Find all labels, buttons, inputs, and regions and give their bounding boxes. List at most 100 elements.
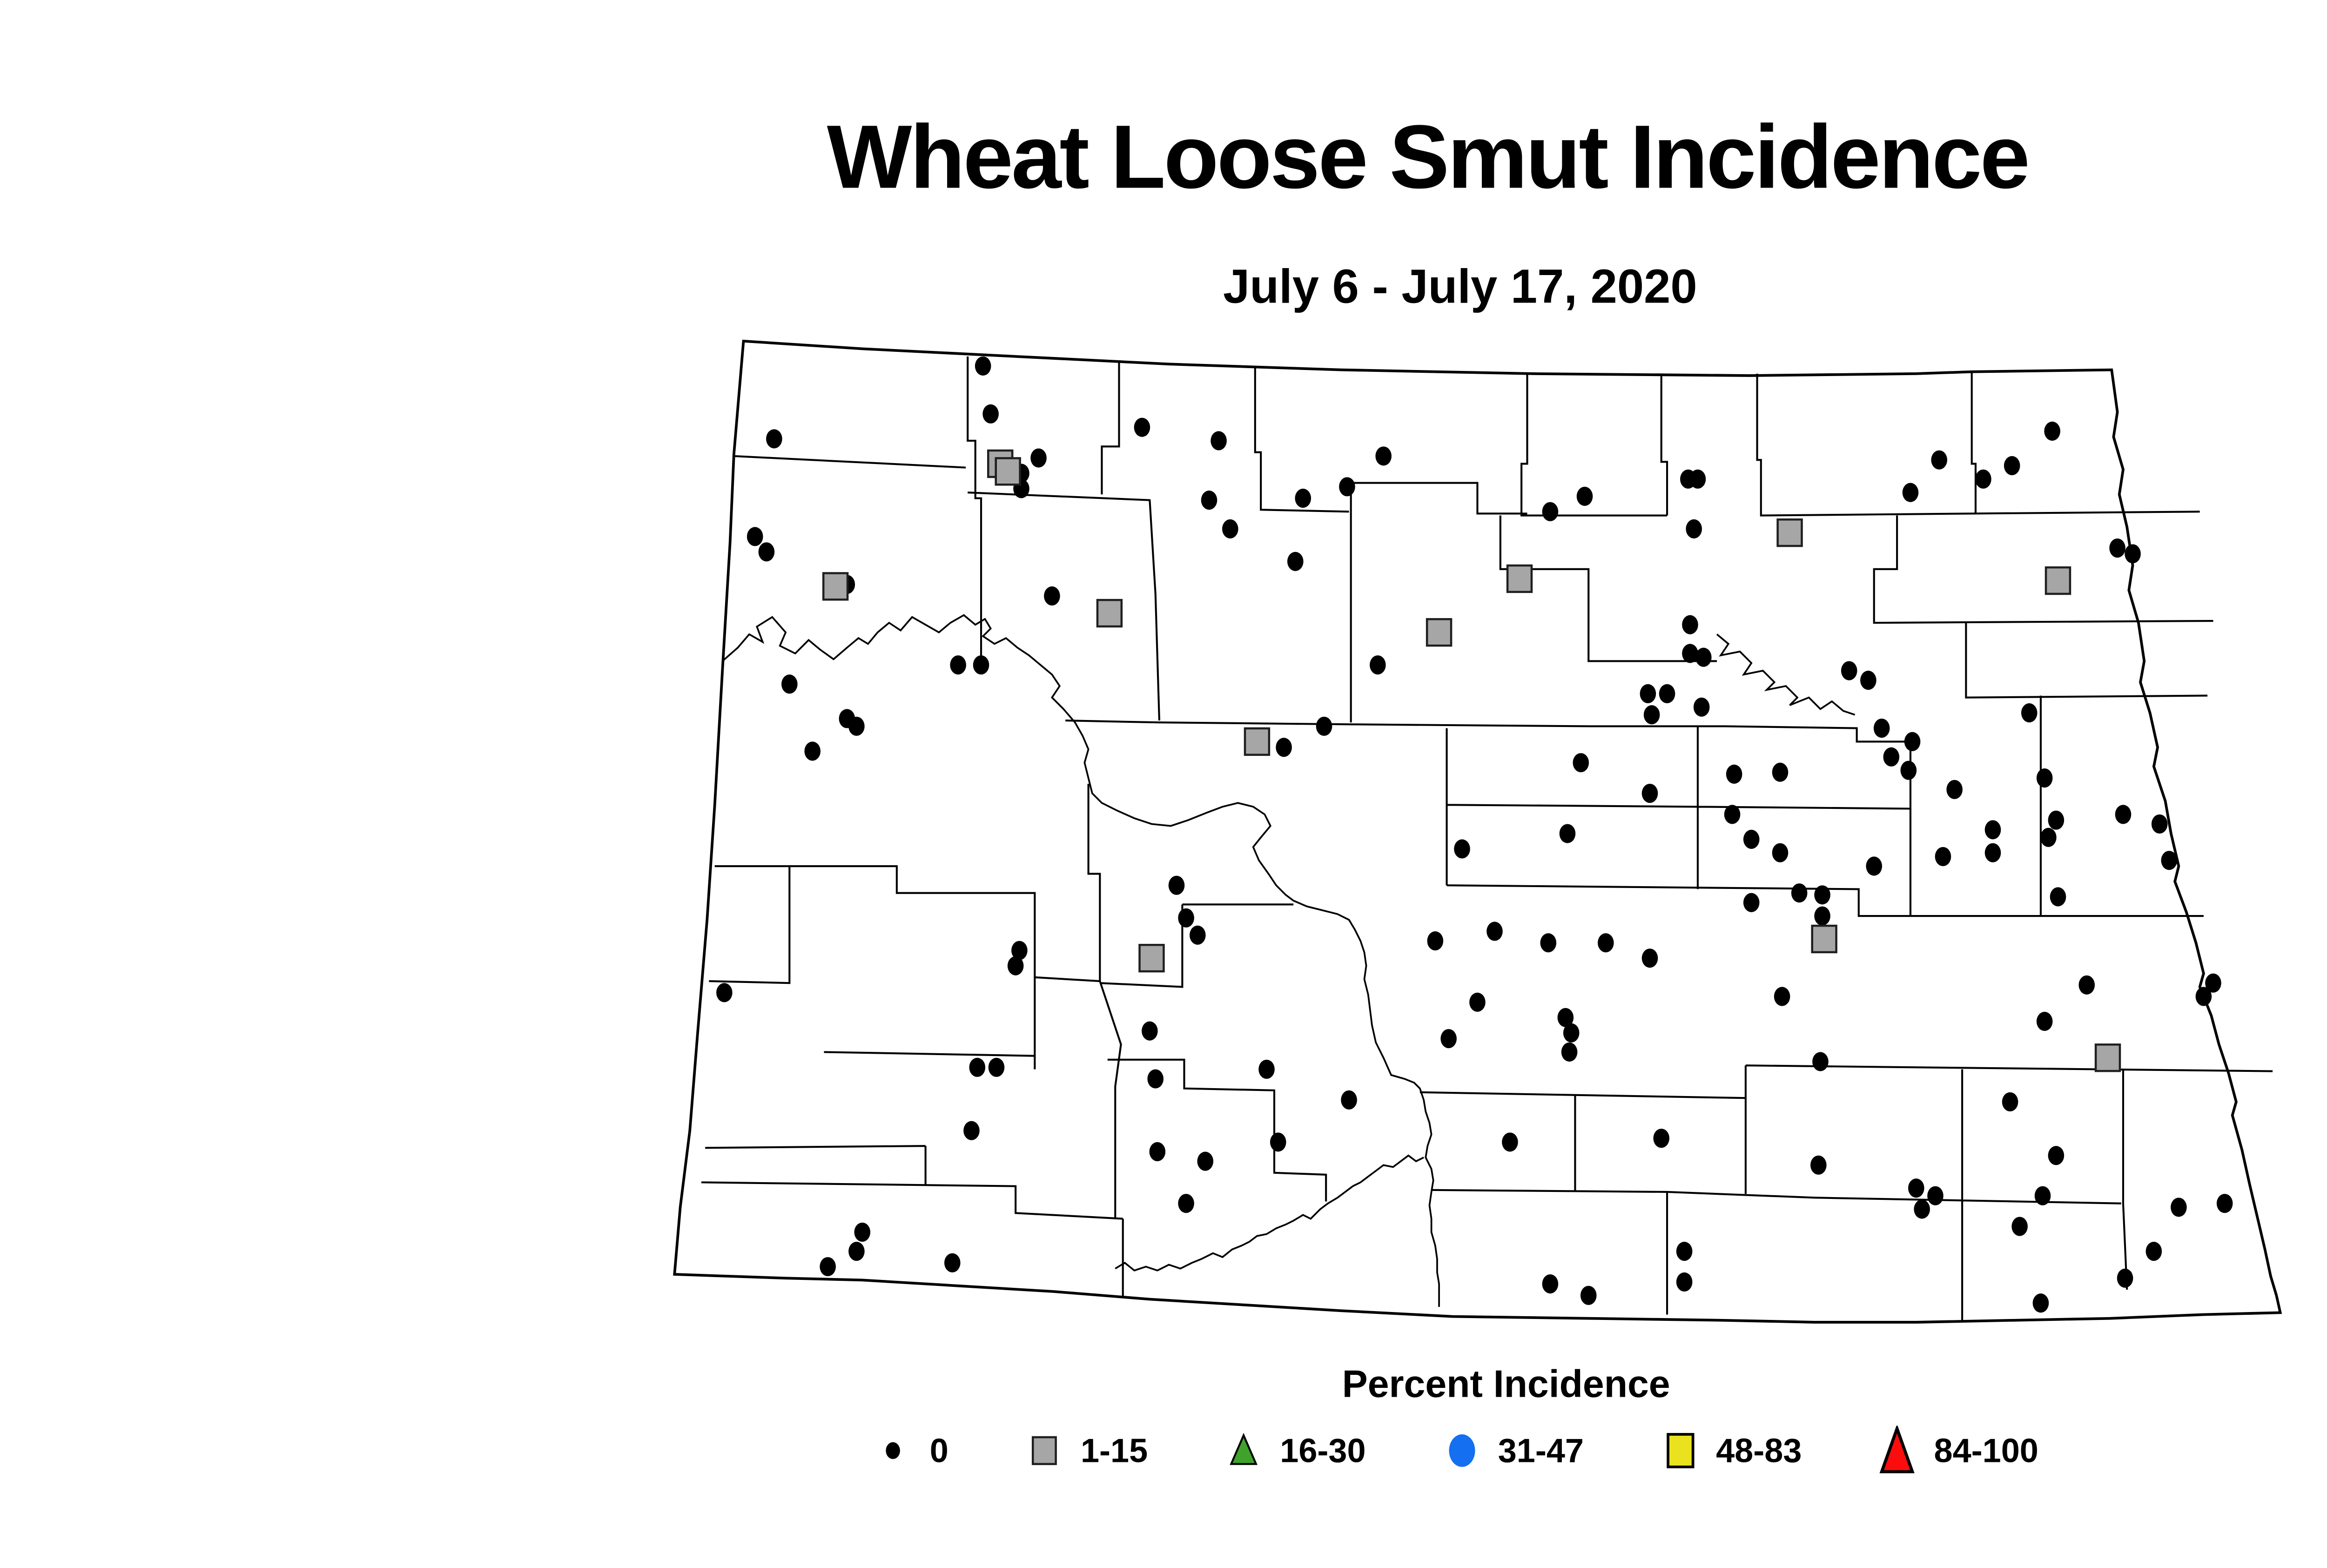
- incidence-dot: [1931, 450, 1948, 470]
- incidence-dot: [854, 1222, 871, 1242]
- county-borders: [701, 356, 2273, 1320]
- incidence-dot: [1726, 764, 1742, 784]
- legend-item-48-83: 48-83: [1656, 1426, 1802, 1475]
- incidence-dot: [1841, 661, 1857, 680]
- incidence-dot: [747, 527, 763, 546]
- incidence-dot: [1814, 885, 1830, 905]
- incidence-dot: [1914, 1199, 1930, 1219]
- incidence-dot: [1580, 1285, 1597, 1305]
- incidence-dot: [1168, 875, 1185, 895]
- legend-dot-icon: [886, 1442, 901, 1459]
- incidence-dot: [1044, 586, 1060, 606]
- incidence-dot: [716, 983, 733, 1003]
- incidence-dot: [2048, 1146, 2065, 1165]
- incidence-dot: [848, 716, 865, 736]
- incidence-dot: [820, 1257, 836, 1277]
- incidence-dot: [1682, 644, 1698, 663]
- incidence-dot: [1693, 697, 1710, 717]
- incidence-dot: [1814, 906, 1830, 926]
- incidence-dot: [1791, 883, 1808, 903]
- incidence-square: [2094, 1043, 2121, 1072]
- incidence-dot: [1812, 1052, 1829, 1071]
- incidence-square: [2045, 566, 2071, 595]
- legend-item-label: 1-15: [1080, 1430, 1148, 1469]
- incidence-square: [1811, 924, 1837, 954]
- incidence-dot: [766, 429, 782, 449]
- incidence-dot: [1502, 1132, 1518, 1152]
- incidence-dot: [1576, 486, 1593, 506]
- incidence-dot: [2195, 987, 2212, 1006]
- incidence-dot: [804, 741, 821, 761]
- incidence-dot: [2011, 1217, 2028, 1236]
- incidence-dot: [1007, 956, 1024, 976]
- legend-item-label: 0: [929, 1430, 948, 1469]
- incidence-dot: [1258, 1059, 1275, 1079]
- incidence-dot: [1695, 647, 1712, 667]
- incidence-dot: [1946, 780, 1963, 799]
- incidence-dot: [1682, 615, 1698, 634]
- legend-item-label: 31-47: [1498, 1430, 1584, 1469]
- incidence-dot: [1316, 716, 1332, 736]
- incidence-dot: [2044, 421, 2060, 441]
- incidence-dot: [2115, 805, 2132, 824]
- incidence-dot: [1641, 783, 1658, 803]
- state-border: [673, 339, 2282, 1324]
- legend-items: 0 1-15 16-30 31-47 48-83 84-100: [0, 1426, 2327, 1475]
- incidence-dot: [1908, 1178, 1924, 1198]
- incidence-dot: [1486, 922, 1503, 941]
- incidence-dot: [1984, 843, 2001, 862]
- legend-item-31-47: 31-47: [1439, 1426, 1584, 1475]
- incidence-dot: [2216, 1194, 2233, 1213]
- incidence-dot: [1149, 1142, 1166, 1162]
- incidence-dot: [1883, 747, 1900, 767]
- legend-item-84-100: 84-100: [1875, 1426, 2038, 1475]
- incidence-dot: [1653, 1129, 1669, 1148]
- legend-item-1-15: 1-15: [1021, 1426, 1148, 1475]
- incidence-dot: [1984, 820, 2001, 840]
- incidence-dot: [1772, 843, 1789, 862]
- incidence-dot: [2145, 1242, 2162, 1261]
- incidence-dot: [1542, 502, 1559, 521]
- incidence-dot: [1904, 732, 1921, 751]
- legend-item-label: 16-30: [1280, 1430, 1366, 1469]
- incidence-dot: [2171, 1198, 2187, 1217]
- incidence-dot: [1873, 718, 1890, 738]
- incidence-dot: [1743, 893, 1760, 912]
- incidence-dot: [1743, 829, 1760, 849]
- incidence-dot: [1276, 738, 1292, 757]
- incidence-dot: [2040, 828, 2057, 847]
- incidence-square: [1096, 599, 1123, 628]
- legend-square-tall-icon: [1666, 1433, 1694, 1468]
- incidence-dot: [1178, 908, 1194, 928]
- rivers: [722, 614, 1856, 1307]
- incidence-dot: [1295, 488, 1311, 508]
- incidence-dot: [2036, 768, 2053, 788]
- incidence-dot: [1643, 705, 1660, 725]
- legend-triangle-icon: [1230, 1433, 1258, 1465]
- page-title: Wheat Loose Smut Incidence: [827, 105, 2030, 207]
- incidence-square: [995, 457, 1021, 486]
- incidence-dot: [2151, 814, 2168, 834]
- incidence-dot: [1659, 684, 1675, 704]
- incidence-dot: [1676, 1272, 1693, 1292]
- incidence-dot: [1689, 469, 1706, 489]
- incidence-dot: [1927, 1186, 1944, 1205]
- legend-triangle-tall-icon: [1880, 1426, 1915, 1474]
- incidence-dot: [969, 1057, 986, 1077]
- incidence-dot: [1370, 655, 1386, 675]
- page-subtitle: July 6 - July 17, 2020: [1223, 260, 1697, 315]
- incidence-square: [822, 572, 849, 601]
- incidence-dot: [2050, 887, 2066, 907]
- incidence-points: [716, 356, 2233, 1313]
- incidence-dot: [1866, 856, 1883, 876]
- incidence-dot: [1134, 417, 1150, 437]
- incidence-dot: [1902, 483, 1919, 502]
- legend-item-0: 0: [870, 1426, 948, 1475]
- incidence-dot: [2021, 703, 2038, 723]
- incidence-dot: [781, 674, 798, 694]
- incidence-dot: [1774, 987, 1790, 1006]
- incidence-dot: [2078, 975, 2095, 995]
- incidence-dot: [1557, 1008, 1574, 1027]
- incidence-dot: [2161, 851, 2178, 870]
- incidence-dot: [1469, 992, 1486, 1012]
